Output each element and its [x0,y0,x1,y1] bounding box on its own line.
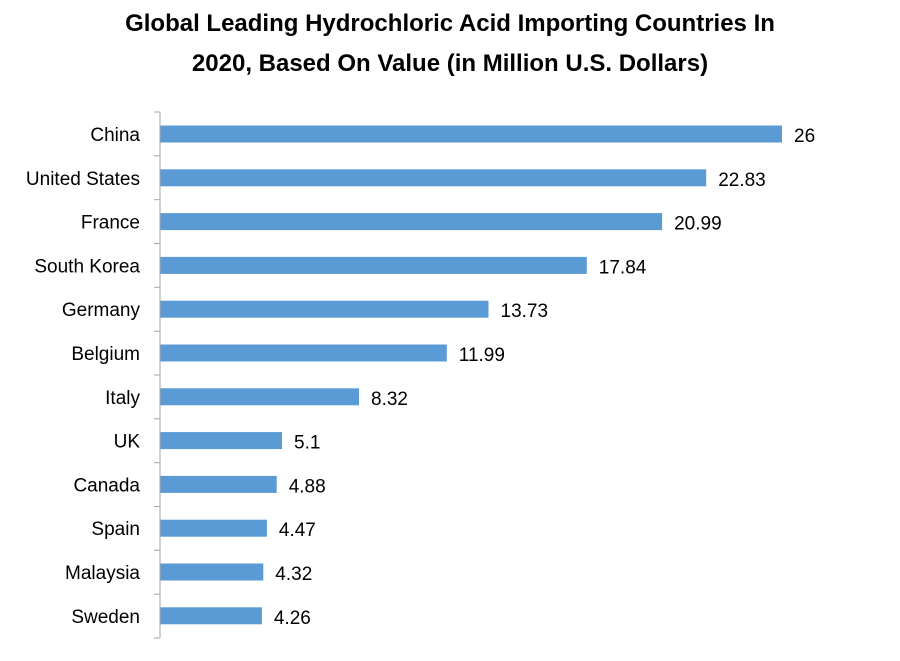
value-label: 4.26 [274,608,311,629]
bar-uk [160,432,282,450]
bar-spain [160,519,267,537]
bar-germany [160,300,489,318]
category-label: Malaysia [65,563,140,584]
value-label: 20.99 [674,214,722,235]
category-label: Germany [62,300,141,321]
value-label: 17.84 [599,257,647,278]
category-label: United States [26,169,140,190]
category-label: Belgium [71,344,140,365]
value-label: 22.83 [718,170,766,191]
bar-malaysia [160,563,264,581]
category-label: UK [114,432,141,453]
value-label: 5.1 [294,433,320,454]
chart-title-line-2: 2020, Based On Value (in Million U.S. Do… [191,50,709,77]
category-label: Spain [91,519,140,540]
bar-belgium [160,344,447,362]
bar-south-korea [160,256,587,274]
value-label: 13.73 [501,301,549,322]
category-label: Italy [105,388,140,409]
chart-title-line-1: Global Leading Hydrochloric Acid Importi… [125,10,775,37]
bar-sweden [160,607,262,625]
bar-france [160,213,663,231]
bars-layer [160,125,782,625]
labels-layer: China 26 United States 22.83 France 20.99 Sout… [26,125,815,629]
bar-united-states [160,169,707,187]
value-label: 4.88 [289,476,326,497]
bar-canada [160,475,277,493]
category-label: China [90,125,140,146]
chart-title: Global Leading Hydrochloric Acid Importi… [0,4,900,84]
bar-italy [160,388,359,406]
value-label: 8.32 [371,389,408,410]
category-label: Canada [73,475,140,496]
bar-china [160,125,782,143]
axis-layer [154,111,161,639]
value-label: 26 [794,126,815,147]
category-label: France [81,213,140,234]
value-label: 11.99 [459,345,505,366]
category-label: Sweden [71,607,140,628]
category-label: South Korea [34,256,140,277]
value-label: 4.32 [275,564,312,585]
value-label: 4.47 [279,520,316,541]
